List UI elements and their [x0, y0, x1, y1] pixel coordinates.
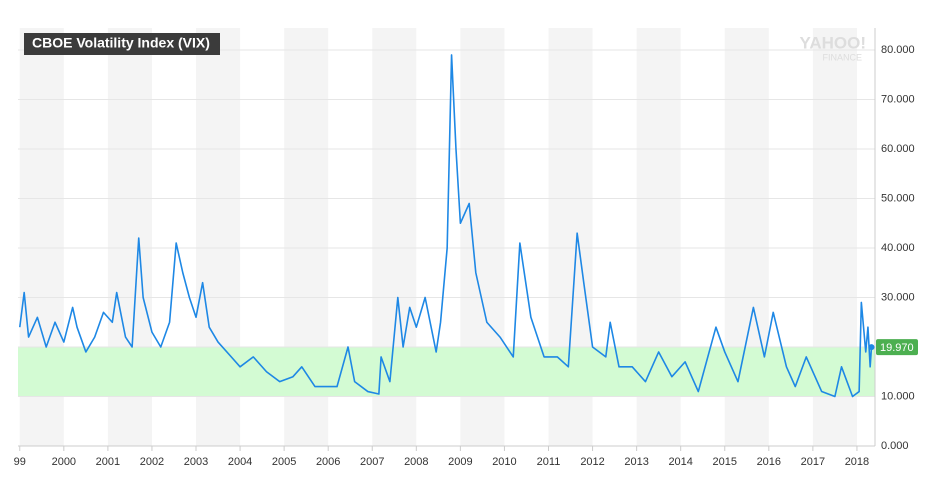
y-tick-label: 50.000: [881, 192, 915, 204]
last-value-box: [876, 339, 918, 356]
x-tick-label: 2006: [316, 456, 340, 468]
title-box: [24, 33, 220, 55]
y-tick-label: 60.000: [881, 143, 915, 155]
y-tick-label: 30.000: [881, 291, 915, 303]
last-point: [868, 344, 875, 351]
x-tick-label: 2008: [404, 456, 428, 468]
background: [18, 28, 875, 447]
y-tick-label: 40.000: [881, 242, 915, 254]
x-tick-label: 2000: [52, 456, 76, 468]
y-tick-label: 10.000: [881, 390, 915, 402]
chart-title: CBOE Volatility Index (VIX): [32, 35, 210, 51]
y-tick-label: 0.000: [881, 440, 909, 452]
x-tick-label: 2001: [96, 456, 120, 468]
x-tick-label: 2011: [537, 456, 561, 468]
x-tick-label: 2014: [668, 456, 692, 468]
x-tick-label: 2005: [272, 456, 296, 468]
x-tick-label: 2012: [580, 456, 604, 468]
range-band: [18, 347, 875, 397]
watermark: YAHOO!: [800, 33, 866, 52]
series-line: [18, 54, 873, 398]
x-tick-label: 2017: [801, 456, 825, 468]
x-tick-label: 2004: [228, 456, 252, 468]
watermark: FINANCE: [822, 52, 862, 62]
x-tick-label: 2015: [713, 456, 737, 468]
y-tick-label: 70.000: [881, 93, 915, 105]
x-tick-label: 2013: [624, 456, 648, 468]
x-tick-label: 2016: [757, 456, 781, 468]
x-tick-label: 2007: [360, 456, 384, 468]
plot: 0.00010.00020.00030.00040.00050.00060.00…: [14, 28, 918, 468]
x-tick-label: 2009: [448, 456, 472, 468]
x-tick-label: 2018: [845, 456, 869, 468]
x-tick-label: 2003: [184, 456, 208, 468]
x-tick-label: 2002: [140, 456, 164, 468]
x-tick-label: 99: [14, 456, 26, 468]
y-tick-label: 80.000: [881, 44, 915, 56]
x-tick-label: 2010: [492, 456, 516, 468]
last-value-label: 19.970: [880, 342, 914, 354]
